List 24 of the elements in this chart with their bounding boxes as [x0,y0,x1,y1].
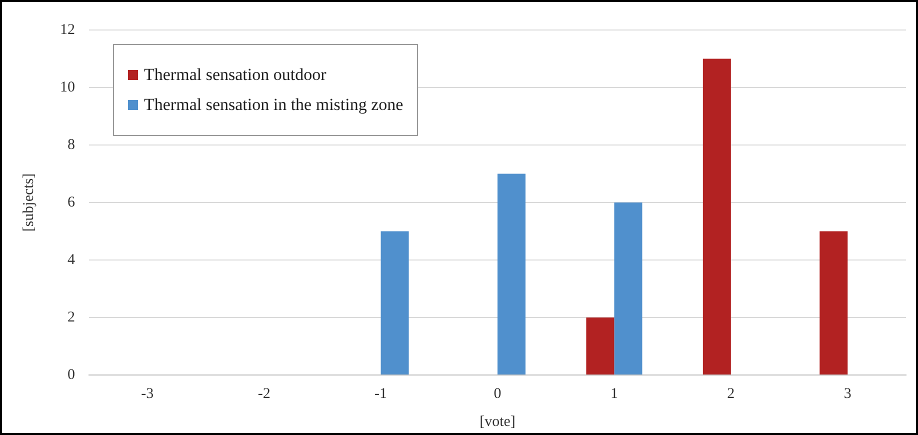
bar [820,231,848,374]
y-tick-label: 12 [60,22,75,38]
legend-label: Thermal sensation in the misting zone [144,95,404,115]
x-tick-label: 3 [844,386,852,402]
y-tick-label: 4 [68,252,76,268]
bar [702,58,731,374]
x-tick-label: -3 [141,386,154,402]
x-tick-label: -2 [258,386,270,402]
y-tick-label: 10 [60,79,75,96]
y-tick-label: 8 [68,136,75,153]
legend-label: Thermal sensation outdoor [144,65,326,85]
x-tick-label: 1 [610,386,618,402]
x-tick-label: 0 [494,386,502,402]
x-axis-title: [vote] [480,414,516,430]
bar [380,231,409,374]
y-tick-label: 2 [68,309,75,326]
bar [614,202,642,374]
bar [586,318,614,374]
y-tick-label: 6 [68,194,76,210]
bar [498,174,526,374]
y-axis-title: [subjects] [20,173,37,232]
x-tick-label: -1 [374,386,388,402]
x-tick-label: 2 [727,386,735,402]
y-tick-label: 0 [68,366,75,383]
